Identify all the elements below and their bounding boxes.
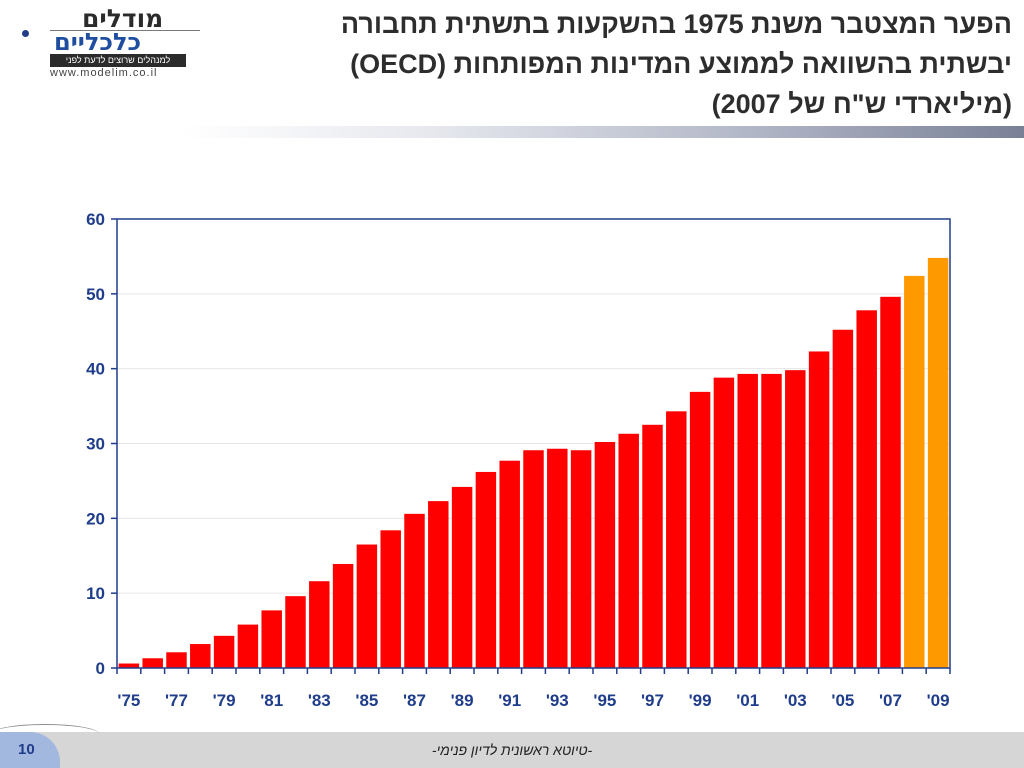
page-number: 10 xyxy=(18,741,35,758)
footer-swoosh xyxy=(0,724,100,745)
bar-87 xyxy=(404,513,425,668)
x-tick-label: '03 xyxy=(784,691,807,710)
chart-x-axis: '75 '77 '79 '81 '83 '85 '87 '89 '91 '93 '95 '97 '99 '… xyxy=(116,668,951,710)
bar-84 xyxy=(332,563,354,668)
slide-title-line2: יבשתית בהשוואה לממוצע המדינות המפותחות (… xyxy=(350,49,1012,79)
logo-name-line2: כלכליים xyxy=(54,28,142,56)
bar-02 xyxy=(761,373,782,668)
bar-81 xyxy=(261,610,282,668)
bar-79 xyxy=(213,635,235,668)
logo-rule xyxy=(50,30,200,31)
slide-title-line3: (מיליארדי ש"ח של 2007) xyxy=(711,89,1012,119)
x-tick-label: '89 xyxy=(451,691,474,710)
bar-99 xyxy=(689,391,711,668)
y-tick-label: 0 xyxy=(96,659,105,678)
logo-tagline: למנהלים שרוצים לדעת לפני xyxy=(50,54,186,67)
bar-98 xyxy=(666,411,687,668)
slide-title: הפער המצטבר משנת 1975 בהשקעות בתשתית תחב… xyxy=(212,4,1012,124)
bar-01 xyxy=(737,373,758,668)
bar-88 xyxy=(428,501,449,668)
bar-85 xyxy=(356,544,378,668)
bar-83 xyxy=(309,581,330,668)
bar-75 xyxy=(118,663,140,668)
bar-07 xyxy=(880,296,901,668)
bar-94 xyxy=(570,450,592,668)
x-tick-label: '75 xyxy=(117,691,140,710)
bar-95 xyxy=(594,442,616,668)
x-tick-label: '97 xyxy=(641,691,664,710)
bar-06 xyxy=(856,310,877,668)
header-gradient-bar xyxy=(180,126,1024,138)
logo-dot xyxy=(22,30,29,37)
x-tick-label: '91 xyxy=(498,691,521,710)
logo-name-line1: מודלים xyxy=(82,4,164,33)
x-tick-label: '77 xyxy=(165,691,188,710)
x-tick-label: '85 xyxy=(355,691,378,710)
bar-77 xyxy=(166,652,187,668)
bar-86 xyxy=(380,530,401,668)
bar-78 xyxy=(190,644,211,668)
y-tick-label: 20 xyxy=(86,509,105,528)
bar-04 xyxy=(808,351,830,668)
bar-82 xyxy=(285,596,306,668)
x-tick-label: '01 xyxy=(736,691,759,710)
x-tick-label: '79 xyxy=(213,691,236,710)
x-tick-label: '07 xyxy=(879,691,902,710)
bar-09 xyxy=(927,257,949,668)
x-tick-label: '99 xyxy=(689,691,712,710)
bar-90 xyxy=(475,471,497,668)
y-tick-label: 30 xyxy=(86,435,105,454)
bar-93 xyxy=(547,448,568,668)
bar-89 xyxy=(451,486,473,668)
bar-00 xyxy=(713,377,735,668)
bar-76 xyxy=(142,658,163,668)
bar-91 xyxy=(499,460,520,668)
bar-97 xyxy=(642,424,663,668)
x-tick-label: '83 xyxy=(308,691,331,710)
x-tick-label: '09 xyxy=(927,691,950,710)
bar-08 xyxy=(904,275,925,668)
chart-bars xyxy=(118,257,949,668)
bar-96 xyxy=(618,433,639,668)
slide-footer: 10 -טיוטא ראשונית לדיון פנימי- xyxy=(0,724,1024,768)
x-tick-label: '95 xyxy=(593,691,616,710)
slide-title-line1: הפער המצטבר משנת 1975 בהשקעות בתשתית תחב… xyxy=(340,9,1012,39)
bar-03 xyxy=(785,370,806,668)
bar-05 xyxy=(832,329,854,668)
x-tick-label: '81 xyxy=(260,691,283,710)
x-tick-label: '87 xyxy=(403,691,426,710)
x-tick-label: '93 xyxy=(546,691,569,710)
x-tick-label: '05 xyxy=(831,691,854,710)
chart-y-axis: 0 10 20 30 40 50 60 xyxy=(86,210,117,678)
company-logo: מודלים כלכליים למנהלים שרוצים לדעת לפני … xyxy=(22,4,200,79)
y-tick-label: 50 xyxy=(86,285,105,304)
footer-draft-note: -טיוטא ראשונית לדיון פנימי- xyxy=(431,742,593,758)
y-tick-label: 60 xyxy=(86,210,105,229)
cumulative-gap-bar-chart: 0 10 20 30 40 50 60 '75 '77 '79 '81 '83 '85 '87 '89 '9… xyxy=(86,210,951,710)
logo-url: www.modelim.co.il xyxy=(50,67,158,79)
y-tick-label: 40 xyxy=(86,360,105,379)
bar-92 xyxy=(523,450,544,668)
bar-80 xyxy=(237,624,259,668)
y-tick-label: 10 xyxy=(86,584,105,603)
